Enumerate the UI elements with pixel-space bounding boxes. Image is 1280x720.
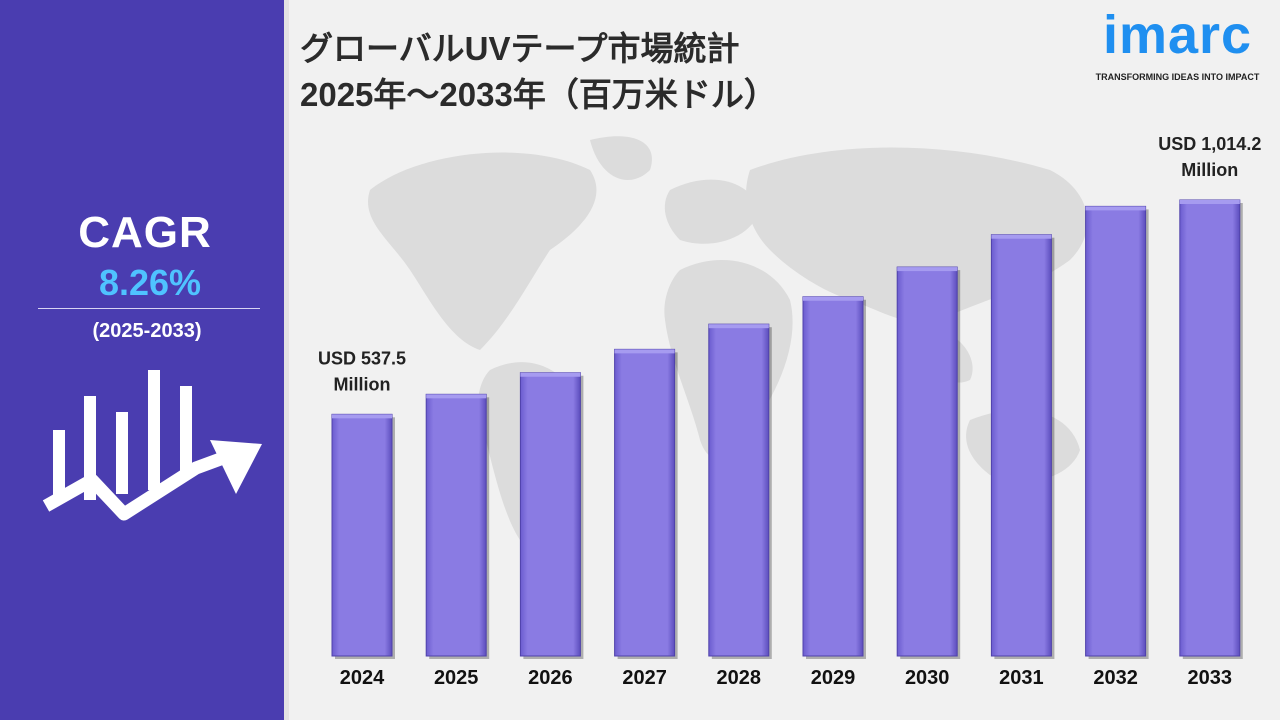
bar-top-2026 — [520, 372, 581, 377]
data-label-2033-line1: USD 1,014.2 — [1158, 134, 1261, 154]
logo-tagline: TRANSFORMING IDEAS INTO IMPACT — [1095, 72, 1260, 82]
cagr-label: CAGR — [78, 208, 212, 257]
bar-2025 — [425, 393, 487, 657]
imarc-logo: imarc TRANSFORMING IDEAS INTO IMPACT — [1090, 5, 1265, 92]
cagr-sidebar: CAGR 8.26% (2025-2033) — [0, 0, 284, 720]
x-tick-label-2029: 2029 — [811, 667, 856, 689]
x-tick-label-2028: 2028 — [717, 667, 762, 689]
bar-top-2031 — [991, 234, 1052, 239]
x-tick-label-2031: 2031 — [999, 667, 1044, 689]
x-tick-label-2027: 2027 — [622, 667, 667, 689]
data-label-2033-line2: Million — [1181, 160, 1238, 180]
bar-top-2032 — [1085, 206, 1146, 211]
bar-top-2029 — [803, 296, 863, 301]
x-tick-label-2032: 2032 — [1093, 667, 1138, 689]
growth-chart-arrow-icon — [42, 370, 262, 521]
sidebar-edge — [284, 0, 289, 720]
bar-2033 — [1179, 199, 1241, 657]
logo-wordmark: imarc — [1102, 5, 1253, 65]
bar-2027 — [614, 348, 676, 657]
data-label-2024-line1: USD 537.5 — [318, 348, 406, 368]
bar-top-2033 — [1179, 200, 1240, 204]
bar-2029 — [802, 296, 864, 657]
title-line-2: 2025年～2033年（百万米ドル） — [300, 76, 777, 113]
bar-top-2028 — [708, 324, 769, 329]
data-label-2024-line2: Million — [334, 374, 391, 394]
cagr-divider — [38, 308, 260, 309]
bar-2028 — [708, 323, 770, 657]
bar-top-2030 — [897, 267, 958, 272]
bar-top-2025 — [426, 394, 487, 399]
title-line-1: グローバルUVテープ市場統計 — [300, 30, 740, 67]
chart-title: グローバルUVテープ市場統計 2025年～2033年（百万米ドル） — [300, 26, 777, 118]
cagr-period: (2025-2033) — [92, 320, 202, 342]
x-tick-label-2033: 2033 — [1188, 667, 1233, 689]
x-tick-label-2024: 2024 — [340, 667, 385, 689]
bar-top-2024 — [332, 414, 392, 419]
bar-2030 — [896, 266, 958, 657]
bar-top-2027 — [614, 349, 675, 354]
x-tick-label-2025: 2025 — [434, 667, 479, 689]
bar-2031 — [990, 234, 1052, 657]
x-tick-label-2026: 2026 — [528, 667, 573, 689]
bar-2024 — [331, 413, 393, 657]
x-tick-label-2030: 2030 — [905, 667, 950, 689]
bar-2026 — [519, 372, 581, 657]
bar-2032 — [1085, 205, 1147, 657]
cagr-value: 8.26% — [98, 262, 202, 303]
